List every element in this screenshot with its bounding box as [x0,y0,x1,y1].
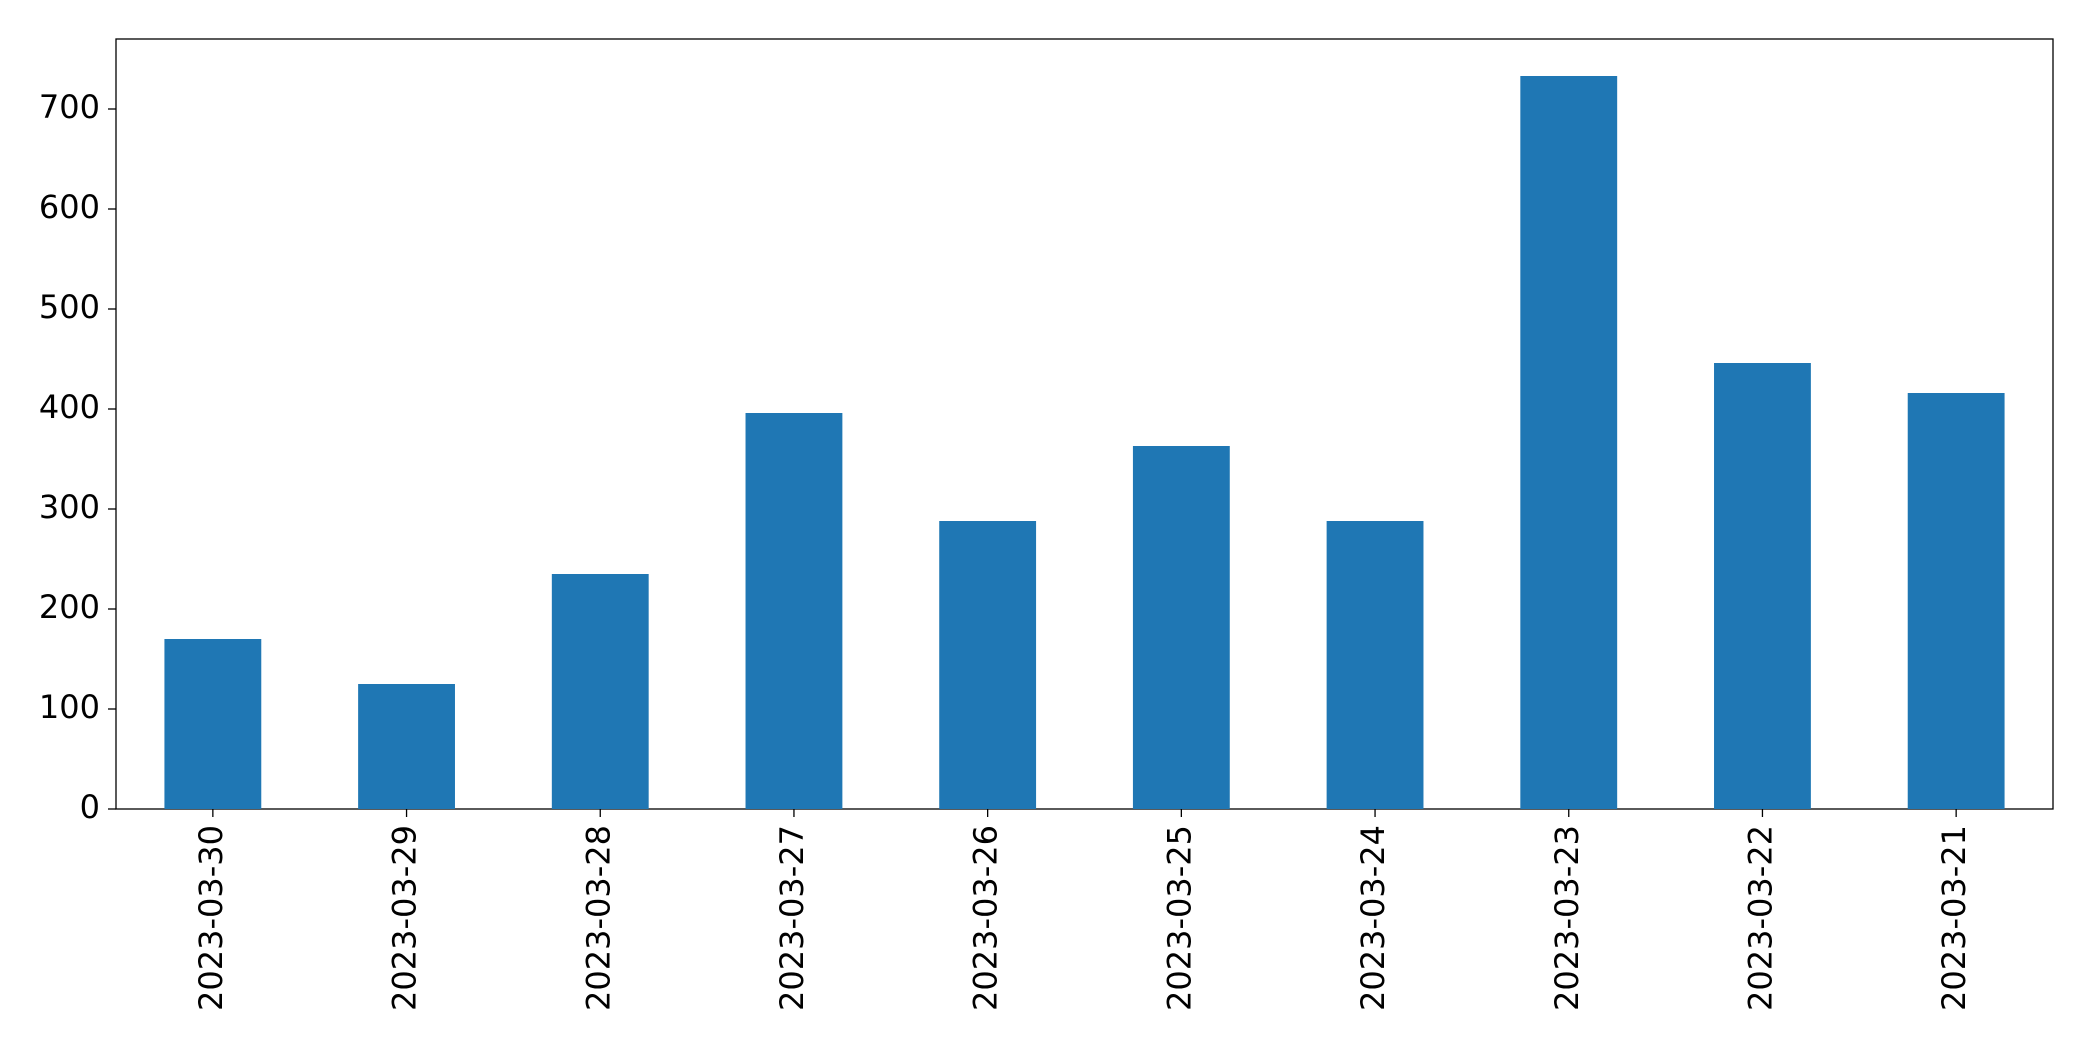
bar [745,413,843,809]
bar [1132,446,1230,809]
y-tick-label: 100 [39,688,100,726]
bar [1326,521,1424,809]
bar [551,574,649,809]
y-tick-label: 300 [39,488,100,526]
y-tick-label: 600 [39,188,100,226]
x-tick-label: 2023-03-29 [386,825,424,1011]
bar [358,684,455,809]
y-tick-label: 700 [39,88,100,126]
bar [1714,363,1811,809]
y-tick-label: 400 [39,388,100,426]
x-tick-label: 2023-03-21 [1935,825,1973,1011]
plot-frame [115,38,2054,810]
x-tick-label: 2023-03-24 [1354,825,1392,1011]
bar [164,639,262,809]
y-tick-label: 0 [80,788,100,826]
bar [1520,76,1618,809]
x-tick-label: 2023-03-28 [579,825,617,1011]
x-tick-label: 2023-03-30 [192,825,230,1011]
y-tick-label: 200 [39,588,100,626]
y-tick-label: 500 [39,288,100,326]
bar [939,521,1037,809]
bar [1907,393,2005,809]
x-tick-label: 2023-03-27 [773,825,811,1011]
x-tick-label: 2023-03-26 [967,825,1005,1011]
x-tick-label: 2023-03-23 [1548,825,1586,1011]
x-tick-label: 2023-03-22 [1741,825,1779,1011]
x-tick-label: 2023-03-25 [1160,825,1198,1011]
